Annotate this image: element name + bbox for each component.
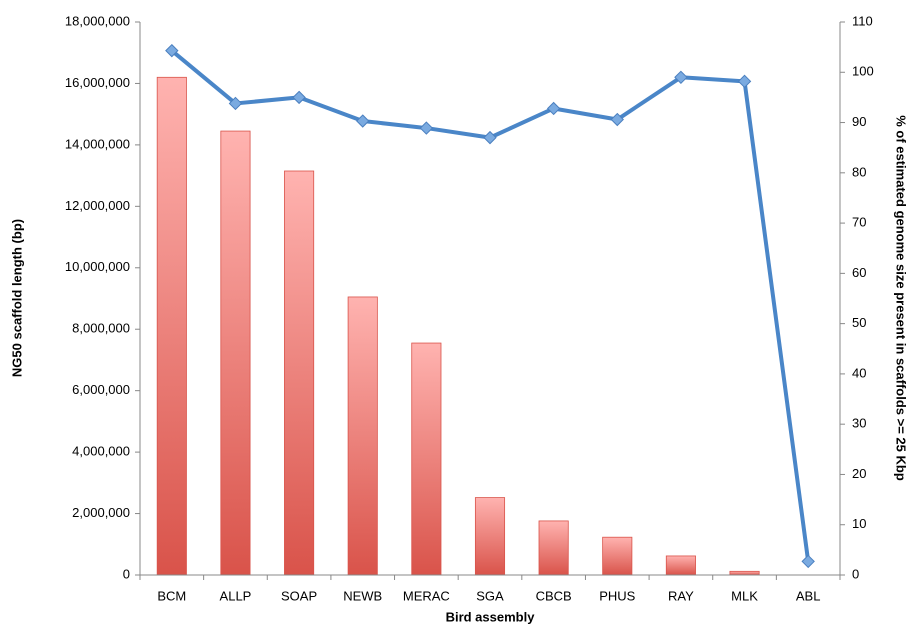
x-tick-label: MLK — [731, 588, 758, 603]
x-tick-label: SOAP — [281, 588, 317, 603]
x-tick-label: ALLP — [220, 588, 252, 603]
x-tick-label: ABL — [796, 588, 821, 603]
bar — [474, 497, 506, 576]
x-axis-title: Bird assembly — [446, 609, 536, 624]
y2-tick-label: 80 — [852, 164, 866, 179]
x-tick-label: SGA — [476, 588, 504, 603]
y2-tick-label: 10 — [852, 516, 866, 531]
y-tick-label: 0 — [123, 566, 130, 581]
bar — [602, 536, 633, 576]
bar — [220, 130, 251, 576]
y-tick-label: 12,000,000 — [65, 198, 130, 213]
y2-tick-label: 110 — [852, 13, 873, 28]
bar — [156, 76, 187, 576]
line-marker — [546, 101, 561, 116]
y-tick-label: 6,000,000 — [72, 382, 130, 397]
line-marker — [356, 114, 370, 128]
x-tick-label: CBCB — [536, 588, 572, 603]
y2-tick-label: 50 — [852, 315, 866, 330]
line-marker — [801, 554, 815, 569]
y2-tick-label: 40 — [852, 365, 866, 380]
y-tick-label: 2,000,000 — [72, 505, 130, 520]
y-tick-label: 14,000,000 — [65, 136, 130, 151]
y2-tick-label: 20 — [852, 466, 866, 481]
y2-tick-label: 90 — [852, 114, 866, 129]
bar — [284, 170, 315, 576]
x-tick-label: RAY — [668, 588, 694, 603]
y2-tick-label: 100 — [852, 64, 874, 79]
y2-tick-label: 70 — [852, 215, 866, 230]
y-tick-label: 10,000,000 — [65, 259, 130, 274]
y2-tick-label: 30 — [852, 416, 866, 431]
x-tick-label: MERAC — [403, 588, 450, 603]
line-marker — [292, 90, 306, 105]
bar — [347, 296, 378, 576]
bar — [538, 520, 569, 576]
y2-axis-title: % of estimated genome size present in sc… — [894, 115, 909, 481]
y-axis-title: NG50 scaffold length (bp) — [9, 219, 24, 377]
line-marker — [419, 121, 434, 135]
line-marker — [483, 130, 497, 145]
y-tick-label: 8,000,000 — [72, 321, 130, 336]
line-marker — [737, 74, 752, 89]
x-tick-label: BCM — [157, 588, 186, 603]
line-marker — [165, 43, 179, 58]
y2-tick-label: 0 — [852, 566, 859, 581]
line-marker — [674, 70, 688, 85]
bar — [729, 570, 760, 576]
y-tick-label: 4,000,000 — [72, 444, 130, 459]
x-tick-label: PHUS — [599, 588, 635, 603]
line — [170, 49, 811, 562]
x-tick-label: NEWB — [343, 588, 382, 603]
bar — [411, 342, 442, 576]
line-marker — [610, 112, 624, 127]
line-marker — [228, 96, 243, 111]
y2-tick-label: 60 — [852, 265, 866, 280]
y-tick-label: 16,000,000 — [65, 75, 130, 90]
bar — [665, 555, 696, 576]
y-tick-label: 18,000,000 — [65, 13, 130, 28]
